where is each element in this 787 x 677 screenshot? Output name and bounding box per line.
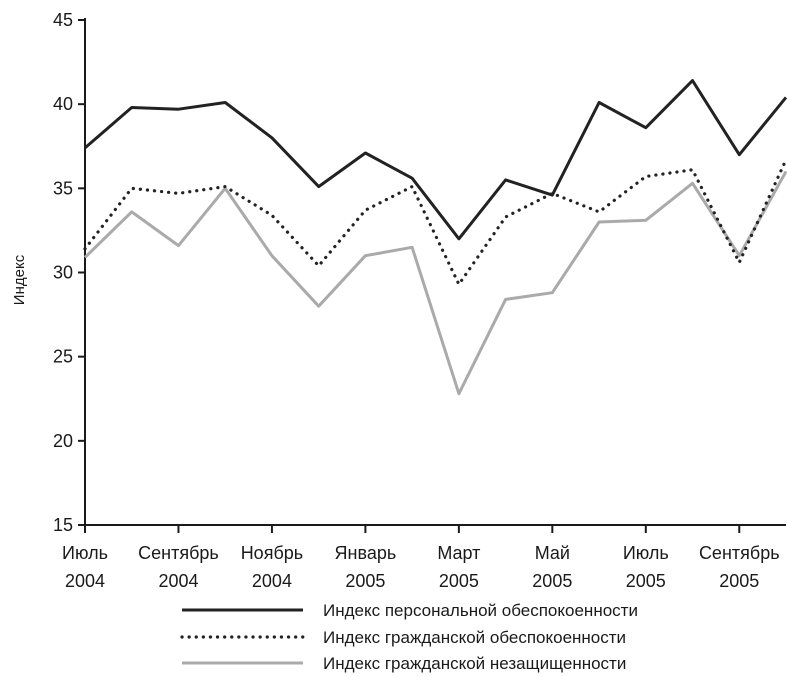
series-line-1 — [84, 79, 787, 241]
y-tick-label: 45 — [53, 10, 73, 30]
x-tick-label-year: 2005 — [626, 571, 666, 591]
x-tick-label-year: 2004 — [65, 571, 105, 591]
y-tick-label: 40 — [53, 94, 73, 114]
x-tick-label-month: Март — [437, 543, 480, 563]
x-tick-label-month: Июль — [623, 543, 669, 563]
series-lines — [83, 79, 787, 396]
series-line-3 — [83, 170, 787, 396]
y-tick-label: 30 — [53, 263, 73, 283]
y-tick-label: 25 — [53, 347, 73, 367]
x-tick-label-year: 2005 — [719, 571, 759, 591]
y-axis-title: Индекс — [11, 254, 28, 305]
x-tick-label-year: 2004 — [252, 571, 292, 591]
x-tick-label-month: Январь — [335, 543, 397, 563]
x-tick-label-month: Май — [535, 543, 570, 563]
series-line-2 — [83, 158, 787, 286]
x-tick-label-year: 2004 — [158, 571, 198, 591]
legend: Индекс персональной обеспокоенности Индек… — [180, 601, 638, 673]
y-ticks: 15 20 25 30 35 40 45 — [53, 10, 85, 535]
legend-label-1: Индекс персональной обеспокоенности — [323, 601, 638, 620]
x-tick-label-year: 2005 — [532, 571, 572, 591]
legend-label-2: Индекс гражданской обеспокоенности — [323, 628, 626, 647]
x-tick-label-year: 2005 — [439, 571, 479, 591]
x-tick-label-month: Ноябрь — [241, 543, 303, 563]
y-tick-label: 35 — [53, 178, 73, 198]
y-tick-label: 15 — [53, 515, 73, 535]
x-tick-label-month: Сентябрь — [138, 543, 219, 563]
x-tick-label-month: Сентябрь — [699, 543, 780, 563]
legend-label-3: Индекс гражданской незащищенности — [323, 654, 626, 673]
x-tick-label-month: Июль — [62, 543, 108, 563]
y-tick-label: 20 — [53, 431, 73, 451]
x-tick-label-year: 2005 — [345, 571, 385, 591]
x-ticks: Июль 2004 Сентябрь 2004 Ноябрь 2004 Январь 2005… — [62, 525, 780, 591]
